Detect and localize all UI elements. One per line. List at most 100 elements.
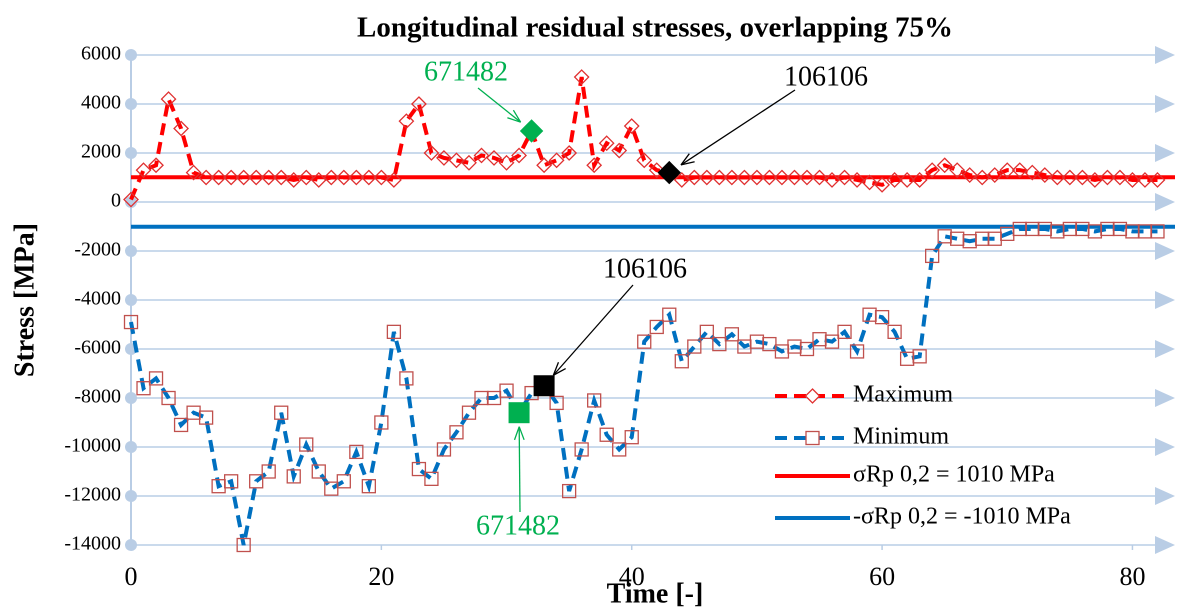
- marker: [673, 172, 690, 188]
- marker: [949, 162, 966, 179]
- marker: [424, 471, 439, 487]
- marker: [824, 334, 840, 349]
- marker: [385, 172, 402, 188]
- marker: [298, 169, 315, 186]
- marker: [261, 464, 276, 479]
- marker: [311, 464, 326, 479]
- marker: [299, 437, 314, 452]
- marker: [498, 154, 515, 171]
- marker: [657, 160, 681, 185]
- annotation-arrow: [518, 426, 521, 513]
- marker: [573, 69, 590, 85]
- marker: [248, 169, 265, 186]
- marker: [374, 415, 389, 430]
- series-line: [129, 76, 1158, 201]
- y-tick-label: -10000: [64, 435, 121, 457]
- marker: [274, 405, 289, 420]
- marker: [360, 169, 377, 186]
- marker: [911, 172, 928, 188]
- marker: [762, 336, 777, 352]
- marker: [210, 169, 227, 186]
- marker: [561, 145, 578, 161]
- marker: [686, 169, 703, 186]
- marker: [348, 169, 365, 186]
- marker: [519, 119, 544, 143]
- legend-label: Maximum: [853, 382, 953, 408]
- marker: [511, 147, 527, 164]
- x-tick-label: 0: [125, 562, 138, 591]
- grid-arrow: [1155, 193, 1175, 211]
- marker: [236, 537, 251, 553]
- grid-arrow: [1155, 95, 1175, 113]
- annotation: 106106: [603, 253, 687, 284]
- grid-arrow: [1155, 46, 1175, 64]
- marker: [1049, 169, 1066, 186]
- marker: [461, 154, 477, 171]
- y-tick-label: 2000: [81, 141, 121, 163]
- marker: [1149, 172, 1166, 188]
- marker: [536, 157, 553, 174]
- marker: [662, 307, 677, 322]
- marker: [1061, 169, 1078, 186]
- annotation: 671482: [424, 56, 508, 87]
- x-axis-label: Time [-]: [607, 578, 704, 609]
- marker: [974, 169, 991, 186]
- grid-arrow: [1155, 438, 1175, 456]
- legend-marker: [804, 388, 821, 404]
- marker: [323, 169, 340, 186]
- marker: [486, 149, 502, 166]
- marker: [961, 167, 978, 183]
- marker: [874, 309, 890, 325]
- marker: [1086, 172, 1103, 188]
- y-axis-label: Stress [MPa]: [9, 223, 40, 377]
- marker: [598, 135, 615, 152]
- marker: [249, 474, 264, 489]
- marker: [410, 96, 427, 112]
- marker: [533, 375, 555, 397]
- marker: [549, 395, 564, 411]
- y-tick-label: -6000: [74, 337, 121, 359]
- marker: [1099, 169, 1116, 186]
- marker: [724, 327, 740, 342]
- y-tick-label: -2000: [74, 239, 121, 261]
- marker: [587, 393, 602, 408]
- marker: [774, 169, 790, 186]
- marker: [548, 152, 565, 169]
- marker: [386, 324, 402, 340]
- marker: [612, 442, 627, 457]
- y-tick-label: 0: [111, 190, 121, 212]
- marker: [223, 474, 239, 489]
- marker: [648, 162, 665, 179]
- marker: [574, 442, 589, 457]
- marker: [499, 383, 514, 398]
- marker: [936, 157, 953, 174]
- y-tick-label: -4000: [74, 288, 121, 310]
- marker: [123, 191, 139, 208]
- x-tick-label: 20: [368, 562, 394, 591]
- x-tick-label: 80: [1119, 562, 1145, 591]
- marker: [886, 172, 903, 188]
- marker: [1150, 224, 1165, 239]
- annotation-arrowhead: [507, 109, 522, 123]
- annotation-arrowhead: [513, 426, 525, 441]
- marker: [235, 169, 252, 186]
- grid-arrow: [1155, 487, 1175, 505]
- marker: [373, 169, 390, 186]
- grid-arrow: [1155, 291, 1175, 309]
- marker: [260, 169, 277, 186]
- marker: [436, 442, 452, 457]
- marker: [273, 169, 290, 186]
- grid-arrow: [1155, 536, 1175, 554]
- annotation-arrowhead: [680, 153, 695, 166]
- marker: [1011, 162, 1028, 179]
- marker: [461, 405, 477, 420]
- legend-marker: [805, 430, 820, 446]
- grid-arrow: [1155, 389, 1175, 407]
- x-tick-label: 60: [869, 562, 895, 591]
- marker: [761, 169, 778, 186]
- marker: [398, 113, 415, 130]
- marker: [449, 425, 464, 440]
- marker: [811, 169, 828, 186]
- y-tick-label: 4000: [81, 92, 121, 114]
